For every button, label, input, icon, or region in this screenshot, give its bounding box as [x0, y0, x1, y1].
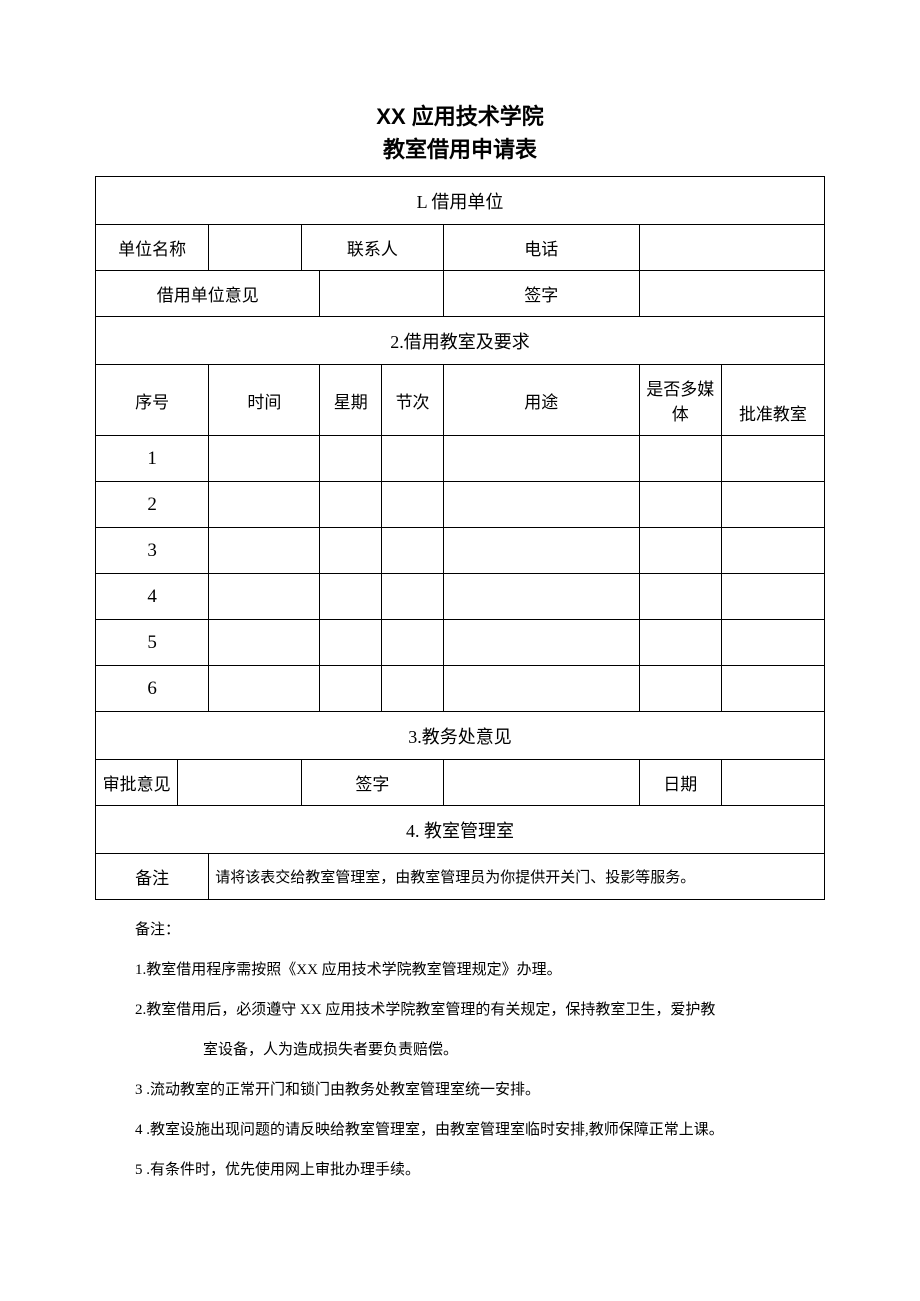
approval-value [178, 760, 302, 806]
col-week: 星期 [320, 365, 382, 436]
col-approved-room: 批准教室 [721, 365, 824, 436]
section4-header: 4. 教室管理室 [96, 806, 825, 854]
row-approved [721, 528, 824, 574]
row-week [320, 482, 382, 528]
col-purpose: 用途 [443, 365, 639, 436]
section2-header: 2.借用教室及要求 [96, 317, 825, 365]
row-seq: 1 [96, 436, 209, 482]
row-seq: 4 [96, 574, 209, 620]
unit-name-value [209, 225, 302, 271]
note-item: 4 .教室设施出现问题的请反映给教室管理室，由教室管理室临时安排,教师保障正常上… [135, 1112, 825, 1148]
row-seq: 6 [96, 666, 209, 712]
col-seq: 序号 [96, 365, 209, 436]
notes-section: 备注： 1.教室借用程序需按照《XX 应用技术学院教室管理规定》办理。 2.教室… [95, 912, 825, 1188]
table-row: 2 [96, 482, 825, 528]
section1-header: L 借用单位 [96, 177, 825, 225]
signature-value [639, 271, 824, 317]
phone-value [639, 225, 824, 271]
row-purpose [443, 482, 639, 528]
row-time [209, 574, 320, 620]
row-approved [721, 436, 824, 482]
unit-name-label: 单位名称 [96, 225, 209, 271]
table-row: 3 [96, 528, 825, 574]
row-multimedia [639, 482, 721, 528]
application-form-table: L 借用单位 单位名称 联系人 电话 借用单位意见 签字 2.借用教室及要求 序… [95, 176, 825, 900]
row-multimedia [639, 528, 721, 574]
col-period: 节次 [382, 365, 444, 436]
note-item-cont: 室设备，人为造成损失者要负责赔偿。 [135, 1032, 825, 1068]
row-multimedia [639, 666, 721, 712]
row-time [209, 620, 320, 666]
phone-label: 电话 [443, 225, 639, 271]
table-row: 4 [96, 574, 825, 620]
row-purpose [443, 666, 639, 712]
row-period [382, 528, 444, 574]
row-week [320, 666, 382, 712]
row-purpose [443, 436, 639, 482]
sign3-label: 签字 [301, 760, 443, 806]
document-title: XX 应用技术学院 教室借用申请表 [95, 100, 825, 166]
table-row: 1 [96, 436, 825, 482]
row-time [209, 436, 320, 482]
row-week [320, 528, 382, 574]
row-multimedia [639, 620, 721, 666]
title-line-1: XX 应用技术学院 [95, 100, 825, 133]
note-item: 3 .流动教室的正常开门和锁门由教务处教室管理室统一安排。 [135, 1072, 825, 1108]
row-week [320, 436, 382, 482]
approval-label: 审批意见 [96, 760, 178, 806]
row-time [209, 666, 320, 712]
note-item: 1.教室借用程序需按照《XX 应用技术学院教室管理规定》办理。 [135, 952, 825, 988]
row-period [382, 574, 444, 620]
date-label: 日期 [639, 760, 721, 806]
unit-opinion-value [320, 271, 444, 317]
note-item: 2.教室借用后，必须遵守 XX 应用技术学院教室管理的有关规定，保持教室卫生，爱… [135, 992, 825, 1028]
date-value [721, 760, 824, 806]
row-approved [721, 620, 824, 666]
row-multimedia [639, 436, 721, 482]
row-purpose [443, 574, 639, 620]
col-multimedia: 是否多媒体 [639, 365, 721, 436]
row-week [320, 574, 382, 620]
section3-header: 3.教务处意见 [96, 712, 825, 760]
row-seq: 2 [96, 482, 209, 528]
contact-label: 联系人 [301, 225, 443, 271]
row-seq: 5 [96, 620, 209, 666]
row-time [209, 482, 320, 528]
title-line-2: 教室借用申请表 [95, 133, 825, 166]
note-item: 5 .有条件时，优先使用网上审批办理手续。 [135, 1152, 825, 1188]
row-period [382, 482, 444, 528]
row-period [382, 620, 444, 666]
remark-label: 备注 [96, 854, 209, 900]
notes-header: 备注： [135, 912, 825, 948]
sign3-value [443, 760, 639, 806]
row-week [320, 620, 382, 666]
signature-label: 签字 [443, 271, 639, 317]
table-row: 5 [96, 620, 825, 666]
remark-text: 请将该表交给教室管理室，由教室管理员为你提供开关门、投影等服务。 [209, 854, 825, 900]
table-row: 6 [96, 666, 825, 712]
row-approved [721, 574, 824, 620]
row-purpose [443, 528, 639, 574]
row-seq: 3 [96, 528, 209, 574]
unit-opinion-label: 借用单位意见 [96, 271, 320, 317]
row-approved [721, 666, 824, 712]
row-period [382, 666, 444, 712]
row-multimedia [639, 574, 721, 620]
row-time [209, 528, 320, 574]
row-approved [721, 482, 824, 528]
row-period [382, 436, 444, 482]
row-purpose [443, 620, 639, 666]
col-time: 时间 [209, 365, 320, 436]
